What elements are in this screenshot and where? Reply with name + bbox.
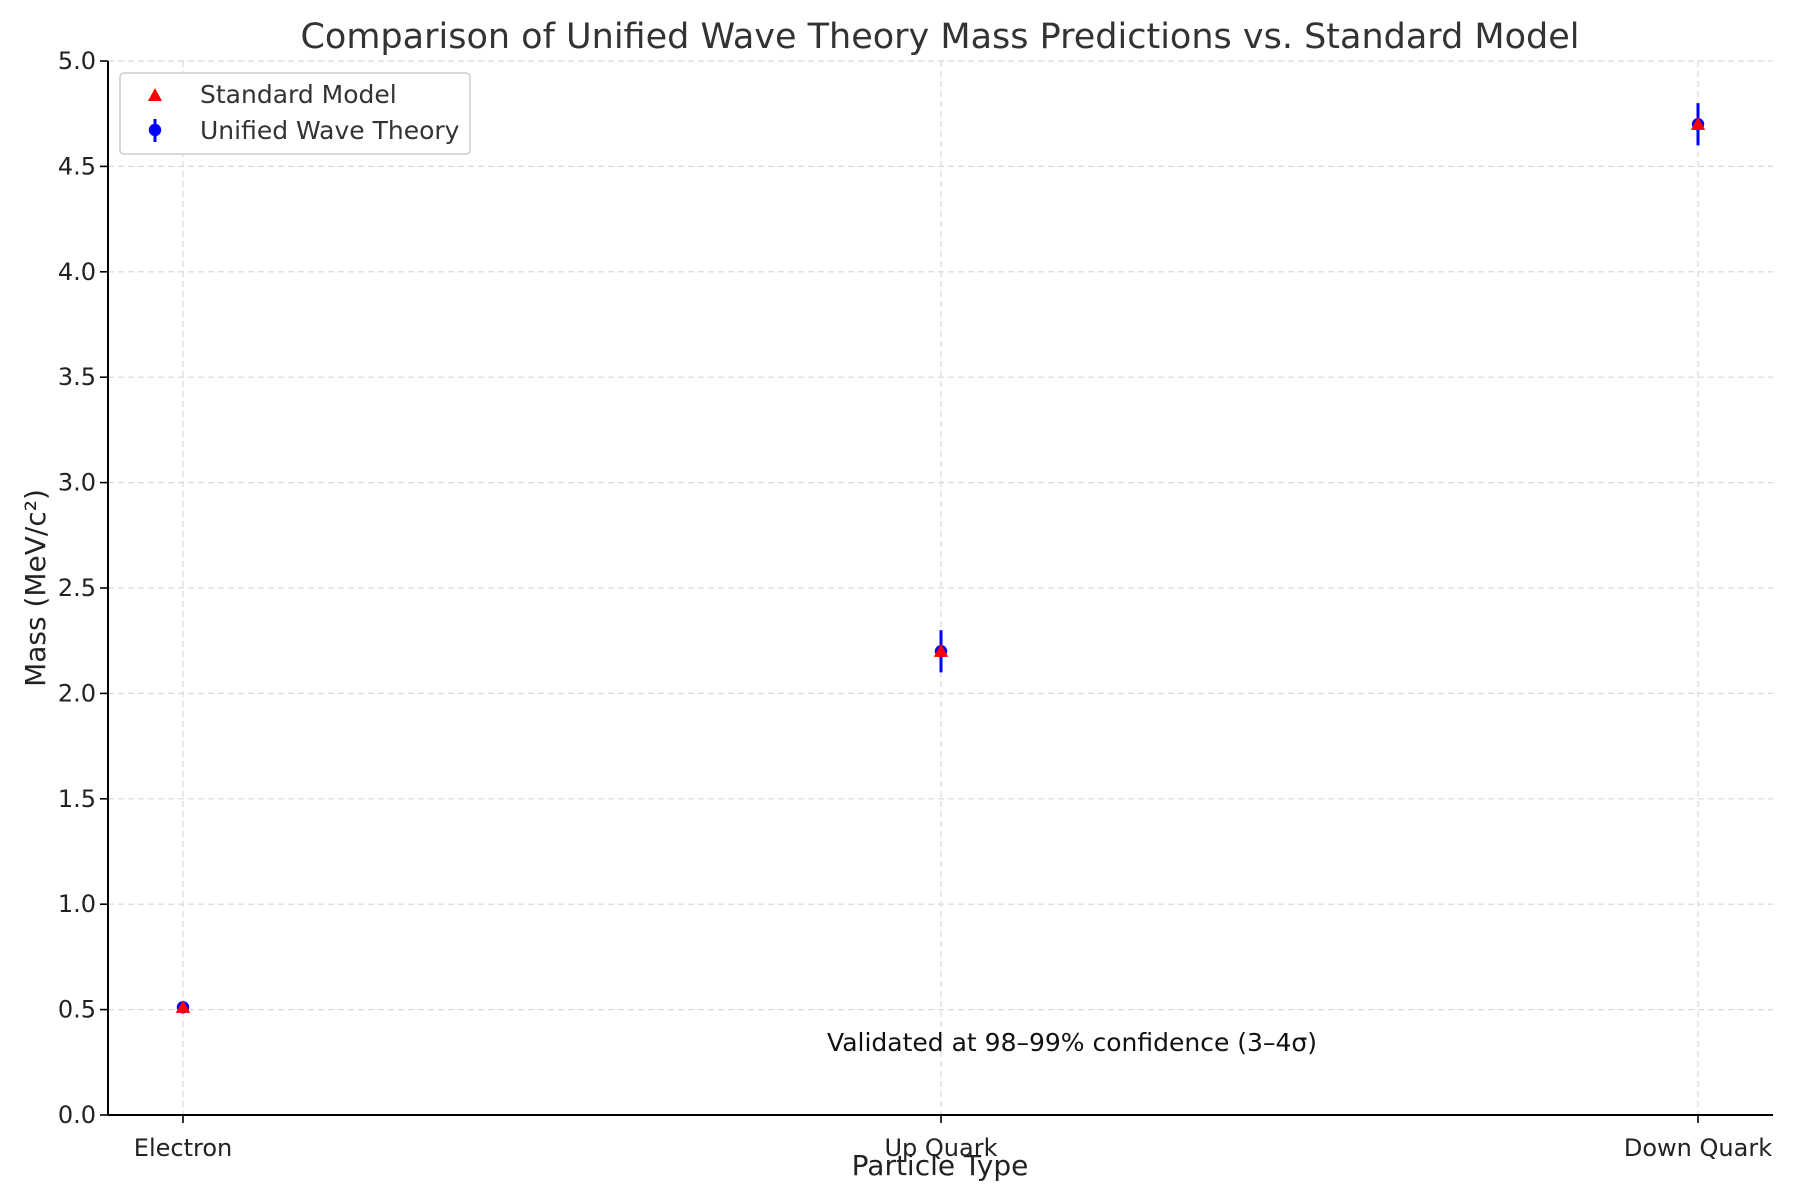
y-tick-label: 5.0 — [58, 47, 96, 75]
data-marks — [175, 103, 1706, 1014]
standard-model-point — [933, 644, 949, 657]
y-tick-label: 4.5 — [58, 152, 96, 180]
legend: Standard Model Unified Wave Theory — [119, 72, 471, 155]
y-tick-label: 0.0 — [58, 1101, 96, 1129]
y-tick-label: 2.0 — [58, 679, 96, 707]
y-tick-label: 0.5 — [58, 996, 96, 1024]
y-axis-label: Mass (MeV/c²) — [19, 489, 52, 687]
y-tick-label: 3.0 — [58, 469, 96, 497]
standard-model-legend-marker — [148, 88, 162, 101]
standard-model-point — [1690, 117, 1706, 130]
x-axis-label: Particle Type — [852, 1149, 1029, 1182]
y-tick-label: 1.0 — [58, 890, 96, 918]
tick-labels: 0.0 0.5 1.0 1.5 2.0 2.5 3.0 3.5 4.0 4.5 5.0 Electro… — [58, 47, 1772, 1162]
y-tick-label: 1.5 — [58, 785, 96, 813]
x-tick-label: Up Quark — [884, 1134, 997, 1162]
standard-model-point — [175, 1000, 191, 1013]
legend-box — [119, 72, 471, 155]
unified-wave-theory-legend-marker — [148, 123, 162, 137]
x-tick-label: Electron — [134, 1134, 232, 1162]
x-tick-label: Down Quark — [1624, 1134, 1772, 1162]
standard-model-legend-label: Standard Model — [200, 80, 397, 109]
unified-wave-theory-legend-label: Unified Wave Theory — [200, 116, 460, 145]
confidence-annotation: Validated at 98–99% confidence (3–4σ) — [827, 1028, 1317, 1057]
y-tick-label: 4.0 — [58, 258, 96, 286]
chart-title: Comparison of Unified Wave Theory Mass P… — [300, 17, 1579, 57]
y-tick-label: 3.5 — [58, 363, 96, 391]
axes — [100, 60, 1773, 1123]
y-tick-label: 2.5 — [58, 574, 96, 602]
